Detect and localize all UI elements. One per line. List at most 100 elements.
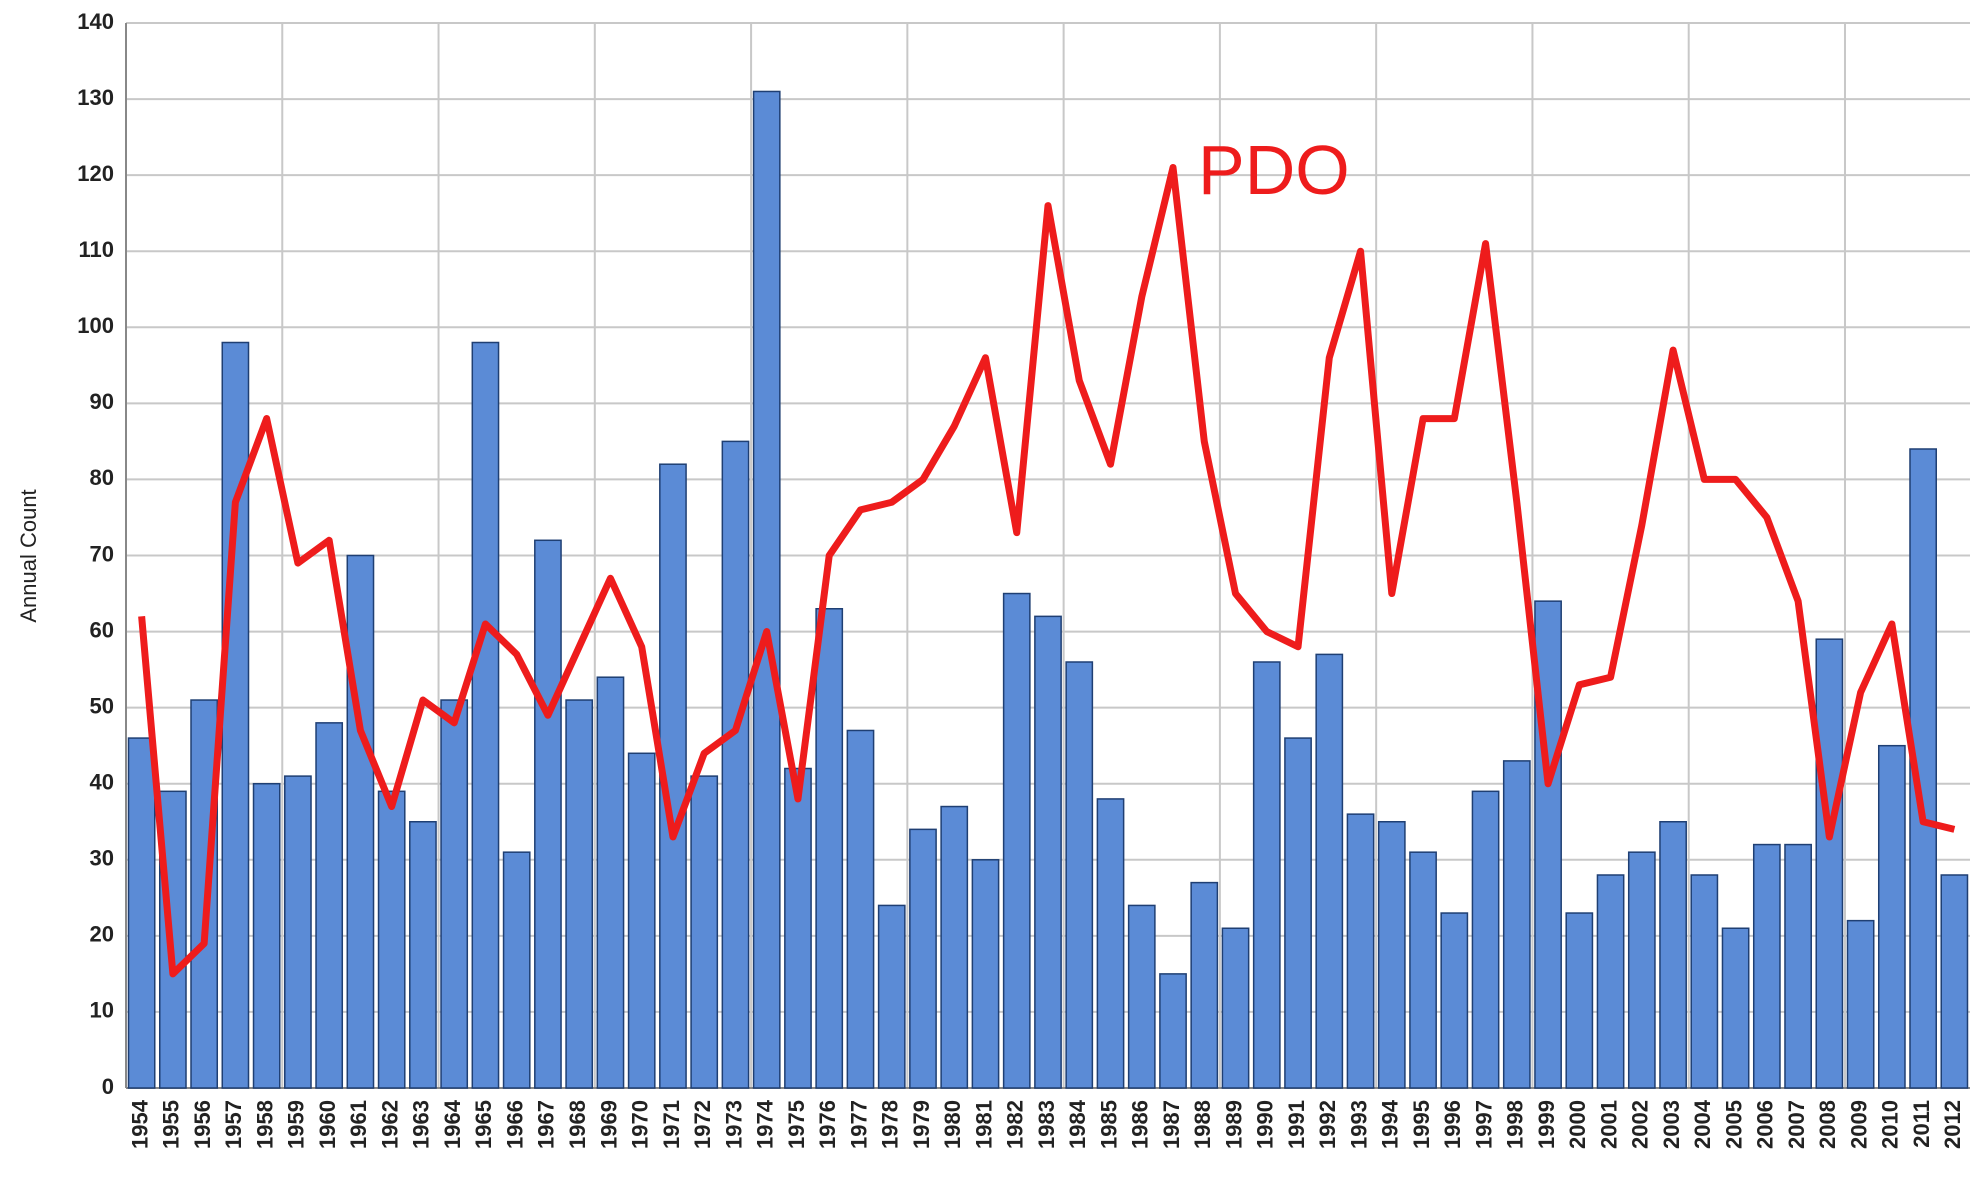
y-tick-label: 130 xyxy=(77,85,114,110)
x-tick-label: 1979 xyxy=(909,1100,934,1149)
x-tick-label: 2008 xyxy=(1815,1100,1840,1149)
bar xyxy=(1815,638,1844,1089)
x-tick-label: 2004 xyxy=(1690,1099,1715,1149)
x-tick-label: 1964 xyxy=(440,1099,465,1149)
bar xyxy=(471,341,500,1089)
bar xyxy=(284,775,312,1089)
bar xyxy=(1284,737,1312,1089)
x-tick-label: 1975 xyxy=(784,1100,809,1149)
x-tick-label: 1983 xyxy=(1034,1100,1059,1149)
x-tick-label: 1971 xyxy=(659,1100,684,1149)
bar xyxy=(1346,813,1375,1089)
y-tick-label: 60 xyxy=(90,617,114,642)
y-tick-label: 70 xyxy=(90,541,114,566)
bar xyxy=(1096,798,1125,1089)
bar xyxy=(1659,821,1687,1089)
x-tick-label: 1977 xyxy=(846,1100,871,1149)
x-tick-label: 1981 xyxy=(971,1100,996,1149)
x-tick-label: 2001 xyxy=(1596,1100,1621,1149)
bar xyxy=(1877,744,1906,1089)
bar xyxy=(1190,881,1219,1089)
bar xyxy=(721,440,750,1089)
y-tick-label: 120 xyxy=(77,161,114,186)
bar xyxy=(909,828,937,1089)
x-tick-label: 2002 xyxy=(1628,1100,1653,1149)
bar xyxy=(627,752,656,1089)
x-tick-label: 1993 xyxy=(1346,1100,1371,1149)
x-tick-label: 2009 xyxy=(1846,1100,1871,1149)
bar xyxy=(502,851,531,1089)
x-tick-label: 1963 xyxy=(409,1100,434,1149)
x-tick-label: 1994 xyxy=(1378,1099,1403,1149)
bar xyxy=(1221,927,1250,1089)
line xyxy=(138,164,1956,978)
x-tick-label: 2010 xyxy=(1878,1100,1903,1149)
bar xyxy=(846,729,875,1089)
bar xyxy=(440,699,469,1089)
x-tick-label: 1955 xyxy=(159,1100,184,1149)
x-tick-label: 1966 xyxy=(502,1100,527,1149)
y-tick-label: 40 xyxy=(90,770,114,795)
x-tick-label: 2000 xyxy=(1565,1100,1590,1149)
bar xyxy=(1502,760,1531,1089)
bar xyxy=(1721,927,1750,1089)
bar xyxy=(1784,843,1812,1089)
bar xyxy=(1846,919,1875,1089)
x-tick-label: 1956 xyxy=(190,1100,215,1149)
x-tick-label: 1984 xyxy=(1065,1099,1090,1149)
bar xyxy=(1315,653,1344,1089)
x-tick-label: 1968 xyxy=(565,1100,590,1149)
x-tick-label: 1962 xyxy=(377,1100,402,1149)
bar xyxy=(315,722,344,1089)
x-tick-label: 1988 xyxy=(1190,1100,1215,1149)
x-tick-label: 1996 xyxy=(1440,1100,1465,1149)
x-tick-label: 1992 xyxy=(1315,1100,1340,1149)
bar xyxy=(1440,912,1469,1089)
y-tick-label: 110 xyxy=(79,237,115,262)
bar xyxy=(221,341,250,1089)
bar xyxy=(1002,592,1031,1089)
bar xyxy=(877,904,906,1089)
bar xyxy=(346,554,375,1089)
bar xyxy=(252,782,281,1089)
y-tick-label: 20 xyxy=(90,922,114,947)
bar xyxy=(596,676,625,1089)
bar xyxy=(377,790,406,1089)
y-tick-label: 30 xyxy=(90,846,114,871)
x-tick-label: 2005 xyxy=(1721,1100,1746,1149)
x-tick-label: 1973 xyxy=(721,1100,746,1149)
y-tick-label: 0 xyxy=(102,1074,114,1099)
bar xyxy=(940,805,969,1089)
x-tick-label: 1969 xyxy=(596,1100,621,1149)
y-tick-label: 140 xyxy=(77,9,114,34)
bar xyxy=(1690,874,1719,1089)
y-tick-label: 50 xyxy=(90,693,114,718)
x-tick-label: 1987 xyxy=(1159,1100,1184,1149)
y-tick-label: 100 xyxy=(77,313,114,338)
bar xyxy=(565,699,594,1089)
bar xyxy=(1127,904,1156,1089)
x-tick-label: 1976 xyxy=(815,1100,840,1149)
x-tick-label: 1991 xyxy=(1284,1100,1309,1149)
bar xyxy=(1409,851,1437,1089)
x-tick-label: 1997 xyxy=(1471,1100,1496,1149)
bar xyxy=(127,737,156,1089)
bar xyxy=(815,608,844,1089)
bar xyxy=(1565,912,1594,1089)
bar xyxy=(534,539,562,1089)
bar xyxy=(1377,821,1406,1089)
bar xyxy=(1596,874,1625,1089)
x-tick-label: 2007 xyxy=(1784,1100,1809,1149)
x-tick-label: 2003 xyxy=(1659,1100,1684,1149)
y-tick-label: 90 xyxy=(90,389,114,414)
x-tick-label: 1958 xyxy=(252,1100,277,1149)
y-tick-label: 80 xyxy=(90,465,114,490)
x-tick-label: 1957 xyxy=(221,1100,246,1149)
x-tick-label: 1982 xyxy=(1003,1100,1028,1149)
bar xyxy=(784,767,812,1089)
x-tick-label: 1970 xyxy=(628,1100,653,1149)
x-tick-label: 1978 xyxy=(878,1100,903,1149)
bar xyxy=(690,775,719,1089)
x-tick-label: 1967 xyxy=(534,1100,559,1149)
x-tick-label: 1954 xyxy=(127,1099,152,1149)
